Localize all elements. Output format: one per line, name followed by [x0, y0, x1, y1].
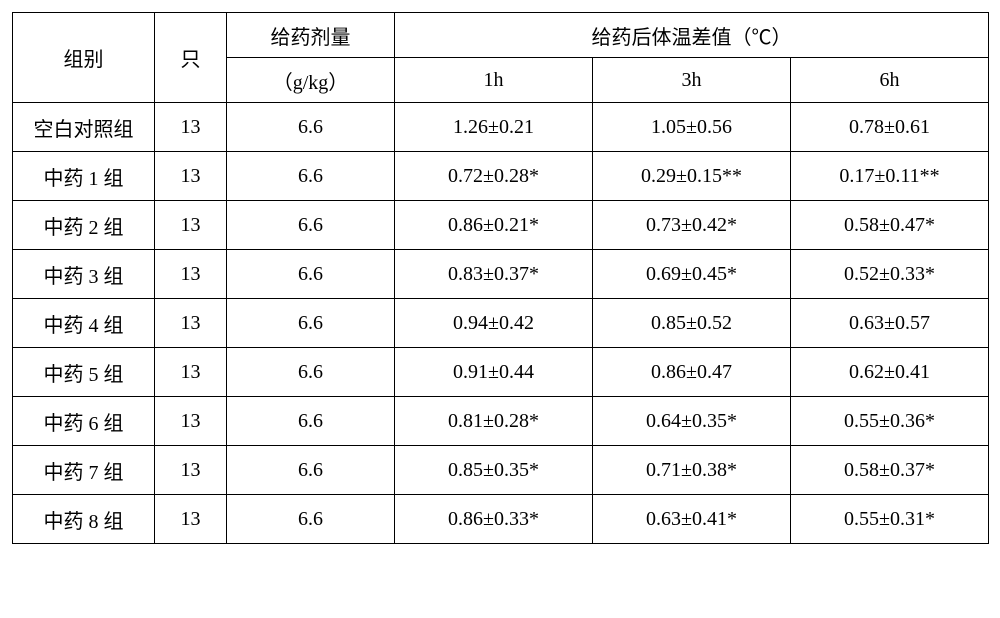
cell-count: 13	[155, 250, 227, 299]
col-header-6h: 6h	[791, 58, 989, 103]
cell-3h: 1.05±0.56	[593, 103, 791, 152]
cell-1h: 0.86±0.33*	[395, 495, 593, 544]
table-row: 中药 1 组 13 6.6 0.72±0.28* 0.29±0.15** 0.1…	[13, 152, 989, 201]
cell-3h: 0.29±0.15**	[593, 152, 791, 201]
cell-3h: 0.64±0.35*	[593, 397, 791, 446]
cell-group: 中药 4 组	[13, 299, 155, 348]
cell-dose: 6.6	[227, 397, 395, 446]
cell-dose: 6.6	[227, 103, 395, 152]
cell-count: 13	[155, 397, 227, 446]
cell-1h: 0.94±0.42	[395, 299, 593, 348]
cell-count: 13	[155, 299, 227, 348]
cell-count: 13	[155, 152, 227, 201]
cell-6h: 0.52±0.33*	[791, 250, 989, 299]
cell-count: 13	[155, 103, 227, 152]
cell-1h: 0.85±0.35*	[395, 446, 593, 495]
table-row: 中药 7 组 13 6.6 0.85±0.35* 0.71±0.38* 0.58…	[13, 446, 989, 495]
cell-6h: 0.17±0.11**	[791, 152, 989, 201]
table-row: 中药 8 组 13 6.6 0.86±0.33* 0.63±0.41* 0.55…	[13, 495, 989, 544]
table-row: 中药 3 组 13 6.6 0.83±0.37* 0.69±0.45* 0.52…	[13, 250, 989, 299]
cell-6h: 0.58±0.37*	[791, 446, 989, 495]
cell-count: 13	[155, 446, 227, 495]
cell-dose: 6.6	[227, 495, 395, 544]
cell-group: 中药 5 组	[13, 348, 155, 397]
cell-group: 中药 3 组	[13, 250, 155, 299]
cell-3h: 0.63±0.41*	[593, 495, 791, 544]
cell-6h: 0.55±0.36*	[791, 397, 989, 446]
col-header-dose-line1: 给药剂量	[227, 13, 395, 58]
table-row: 中药 5 组 13 6.6 0.91±0.44 0.86±0.47 0.62±0…	[13, 348, 989, 397]
table-row: 中药 6 组 13 6.6 0.81±0.28* 0.64±0.35* 0.55…	[13, 397, 989, 446]
table-row: 中药 4 组 13 6.6 0.94±0.42 0.85±0.52 0.63±0…	[13, 299, 989, 348]
col-header-group: 组别	[13, 13, 155, 103]
cell-1h: 0.72±0.28*	[395, 152, 593, 201]
cell-group: 中药 1 组	[13, 152, 155, 201]
cell-1h: 0.86±0.21*	[395, 201, 593, 250]
data-table: 组别 只 给药剂量 给药后体温差值（℃） （g/kg） 1h 3h 6h 空白对…	[12, 12, 989, 544]
col-header-1h: 1h	[395, 58, 593, 103]
cell-6h: 0.55±0.31*	[791, 495, 989, 544]
cell-1h: 1.26±0.21	[395, 103, 593, 152]
col-header-3h: 3h	[593, 58, 791, 103]
cell-group: 空白对照组	[13, 103, 155, 152]
cell-count: 13	[155, 201, 227, 250]
cell-group: 中药 8 组	[13, 495, 155, 544]
cell-1h: 0.91±0.44	[395, 348, 593, 397]
col-header-dose-line2: （g/kg）	[227, 58, 395, 103]
cell-group: 中药 7 组	[13, 446, 155, 495]
cell-3h: 0.69±0.45*	[593, 250, 791, 299]
cell-group: 中药 2 组	[13, 201, 155, 250]
table-row: 空白对照组 13 6.6 1.26±0.21 1.05±0.56 0.78±0.…	[13, 103, 989, 152]
col-header-tempdiff-title: 给药后体温差值（℃）	[395, 13, 989, 58]
cell-3h: 0.86±0.47	[593, 348, 791, 397]
table-row: 中药 2 组 13 6.6 0.86±0.21* 0.73±0.42* 0.58…	[13, 201, 989, 250]
cell-3h: 0.85±0.52	[593, 299, 791, 348]
cell-6h: 0.58±0.47*	[791, 201, 989, 250]
cell-dose: 6.6	[227, 446, 395, 495]
col-header-count: 只	[155, 13, 227, 103]
cell-6h: 0.78±0.61	[791, 103, 989, 152]
cell-6h: 0.63±0.57	[791, 299, 989, 348]
cell-6h: 0.62±0.41	[791, 348, 989, 397]
cell-count: 13	[155, 495, 227, 544]
cell-group: 中药 6 组	[13, 397, 155, 446]
cell-count: 13	[155, 348, 227, 397]
cell-dose: 6.6	[227, 201, 395, 250]
cell-1h: 0.83±0.37*	[395, 250, 593, 299]
table-body: 空白对照组 13 6.6 1.26±0.21 1.05±0.56 0.78±0.…	[13, 103, 989, 544]
cell-1h: 0.81±0.28*	[395, 397, 593, 446]
cell-dose: 6.6	[227, 152, 395, 201]
cell-3h: 0.73±0.42*	[593, 201, 791, 250]
cell-dose: 6.6	[227, 348, 395, 397]
cell-dose: 6.6	[227, 299, 395, 348]
cell-3h: 0.71±0.38*	[593, 446, 791, 495]
cell-dose: 6.6	[227, 250, 395, 299]
